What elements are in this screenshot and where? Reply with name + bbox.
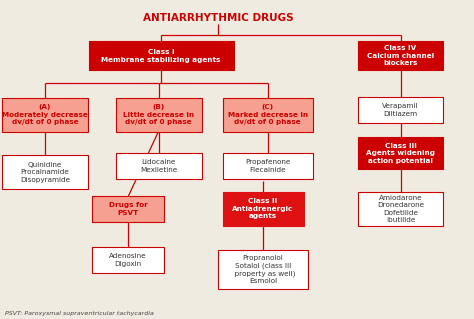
Text: ANTIARRHYTHMIC DRUGS: ANTIARRHYTHMIC DRUGS [143, 12, 293, 23]
FancyBboxPatch shape [89, 41, 234, 70]
FancyBboxPatch shape [357, 192, 444, 226]
FancyBboxPatch shape [92, 196, 164, 222]
Text: (A)
Moderately decrease
dv/dt of 0 phase: (A) Moderately decrease dv/dt of 0 phase [2, 104, 88, 125]
FancyBboxPatch shape [116, 153, 201, 179]
FancyBboxPatch shape [357, 97, 444, 123]
Text: Adenosine
Digoxin: Adenosine Digoxin [109, 253, 147, 267]
Text: Quinidine
Procainamide
Disopyramide: Quinidine Procainamide Disopyramide [20, 162, 70, 183]
Text: Propafenone
Flecainide: Propafenone Flecainide [245, 159, 291, 173]
Text: Class IV
Calcium channel
blockers: Class IV Calcium channel blockers [367, 45, 434, 66]
Text: Drugs for
PSVT: Drugs for PSVT [109, 202, 147, 216]
FancyBboxPatch shape [222, 98, 313, 132]
Text: Verapamil
Diltiazem: Verapamil Diltiazem [383, 103, 419, 117]
FancyBboxPatch shape [222, 153, 313, 179]
Text: Class III
Agents widening
action potential: Class III Agents widening action potenti… [366, 143, 435, 164]
Text: (B)
Little decrease in
dv/dt of 0 phase: (B) Little decrease in dv/dt of 0 phase [123, 104, 194, 125]
FancyBboxPatch shape [2, 155, 88, 189]
FancyBboxPatch shape [357, 41, 444, 70]
Text: (C)
Marked decrease in
dv/dt of 0 phase: (C) Marked decrease in dv/dt of 0 phase [228, 104, 308, 125]
FancyBboxPatch shape [357, 137, 444, 169]
Text: Class I
Membrane stabilizing agents: Class I Membrane stabilizing agents [101, 49, 221, 63]
FancyBboxPatch shape [2, 98, 88, 132]
FancyBboxPatch shape [116, 98, 201, 132]
Text: Propranolol
Sotalol (class III
  property as well)
Esmolol: Propranolol Sotalol (class III property … [230, 255, 296, 284]
FancyBboxPatch shape [92, 247, 164, 273]
Text: Lidocaine
Mexiletine: Lidocaine Mexiletine [140, 159, 177, 173]
Text: Class II
Antiadrenergic
agents: Class II Antiadrenergic agents [232, 198, 294, 219]
FancyBboxPatch shape [218, 250, 309, 289]
FancyBboxPatch shape [223, 192, 304, 226]
Text: Amiodarone
Dronedarone
Dofetilide
Ibutilide: Amiodarone Dronedarone Dofetilide Ibutil… [377, 195, 424, 223]
Text: PSVT: Paroxysmal supraventricular tachycardia: PSVT: Paroxysmal supraventricular tachyc… [5, 311, 154, 316]
